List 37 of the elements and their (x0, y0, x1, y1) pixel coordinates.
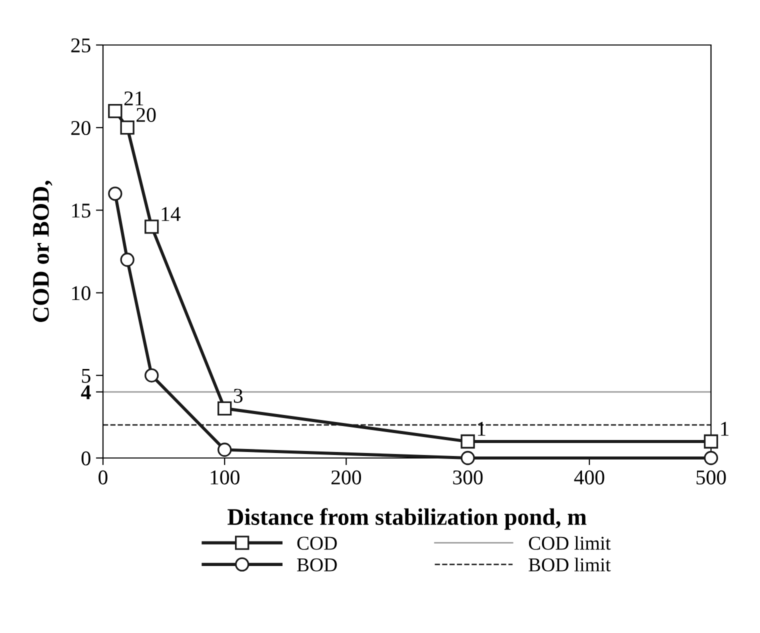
x-tick-label: 100 (210, 470, 240, 484)
point (120, 120, 134, 135)
y-axis-title: COD or BOD, (33, 180, 52, 322)
y-tick-label: 10 (72, 286, 90, 300)
point (460, 434, 475, 449)
point (120, 252, 134, 267)
point (704, 434, 718, 449)
y-tick-label: 15 (72, 204, 90, 218)
data-label: 1 (478, 422, 486, 436)
y-tick-label: 0 (82, 451, 90, 466)
data-label: 20 (136, 108, 156, 122)
x-tick-label: 0 (98, 470, 108, 484)
data-label: 1 (721, 422, 728, 436)
data-label: 14 (162, 207, 180, 221)
legend-label: COD (297, 536, 337, 550)
point (218, 401, 232, 416)
x-tick-label: 400 (574, 470, 604, 484)
y-tick-label: 20 (71, 120, 90, 136)
x-axis-title: Distance from stabilization pond, m (228, 508, 586, 530)
data-label: 21 (124, 91, 144, 106)
point (144, 368, 159, 382)
point (460, 450, 475, 466)
x-tick-label: 500 (696, 470, 726, 484)
y-tick-label: 5 (82, 368, 90, 383)
y-tick-label: 25 (71, 38, 90, 52)
x-tick-label: 300 (453, 470, 483, 484)
legend-label: COD limit (528, 536, 611, 550)
y-tick-label: 4 (81, 385, 91, 400)
point (108, 186, 122, 201)
point (144, 220, 159, 234)
x-tick-label: 200 (331, 470, 362, 484)
point (704, 450, 718, 466)
data-label: 3 (234, 388, 243, 403)
point (108, 104, 122, 118)
legend-label: BOD (297, 558, 337, 572)
point (218, 442, 232, 457)
legend-label: BOD limit (528, 558, 611, 572)
